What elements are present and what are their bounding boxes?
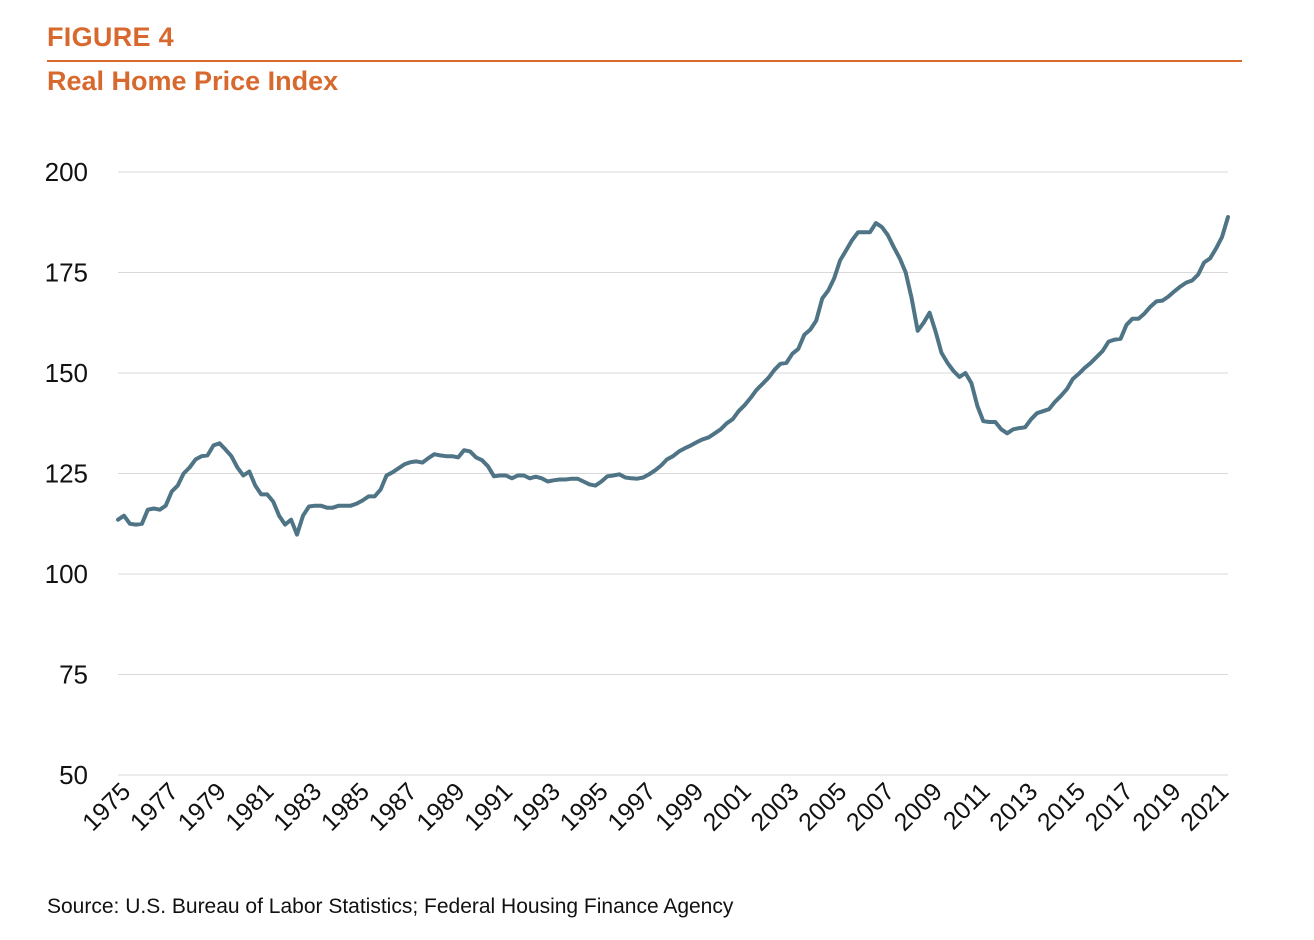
x-tick-label: 1989 bbox=[411, 777, 470, 836]
x-tick-label: 1999 bbox=[650, 777, 709, 836]
figure-label: FIGURE 4 bbox=[47, 22, 174, 52]
figure-title: Real Home Price Index bbox=[47, 66, 339, 96]
y-tick-label: 100 bbox=[45, 559, 88, 589]
x-tick-label: 2019 bbox=[1127, 777, 1186, 836]
x-tick-label: 2017 bbox=[1080, 777, 1139, 836]
series-line-0 bbox=[116, 215, 1230, 537]
x-tick-label: 1993 bbox=[507, 777, 566, 836]
y-tick-label: 50 bbox=[59, 760, 88, 790]
x-tick-label: 2007 bbox=[841, 777, 900, 836]
x-tick-label: 2005 bbox=[793, 777, 852, 836]
x-tick-label: 1977 bbox=[125, 777, 184, 836]
y-tick-label: 75 bbox=[59, 660, 88, 690]
source-note: Source: U.S. Bureau of Labor Statistics;… bbox=[47, 895, 734, 918]
x-tick-label: 2015 bbox=[1032, 777, 1091, 836]
x-tick-label: 1997 bbox=[602, 777, 661, 836]
x-tick-label: 1995 bbox=[555, 777, 614, 836]
y-tick-label: 125 bbox=[45, 459, 88, 489]
x-tick-label: 1985 bbox=[316, 777, 375, 836]
series-group bbox=[116, 215, 1230, 537]
header-rule bbox=[47, 60, 1242, 62]
gridlines bbox=[118, 171, 1228, 776]
x-axis-ticks: 1975197719791981198319851987198919911993… bbox=[77, 777, 1234, 836]
x-tick-label: 1983 bbox=[268, 777, 327, 836]
x-tick-label: 1981 bbox=[220, 777, 279, 836]
x-tick-label: 2013 bbox=[984, 777, 1043, 836]
x-tick-label: 2009 bbox=[889, 777, 948, 836]
y-axis-ticks: 50 75 100 125 150 175 200 bbox=[45, 157, 88, 790]
x-tick-label: 1979 bbox=[173, 777, 232, 836]
y-tick-label: 200 bbox=[45, 157, 88, 187]
x-tick-label: 2003 bbox=[745, 777, 804, 836]
x-tick-label: 1991 bbox=[459, 777, 518, 836]
y-tick-label: 175 bbox=[45, 258, 88, 288]
x-tick-label: 1987 bbox=[364, 777, 423, 836]
x-tick-label: 2011 bbox=[938, 777, 996, 835]
x-tick-label: 2001 bbox=[698, 777, 757, 836]
y-tick-label: 150 bbox=[45, 358, 88, 388]
x-tick-label: 2021 bbox=[1175, 777, 1234, 836]
